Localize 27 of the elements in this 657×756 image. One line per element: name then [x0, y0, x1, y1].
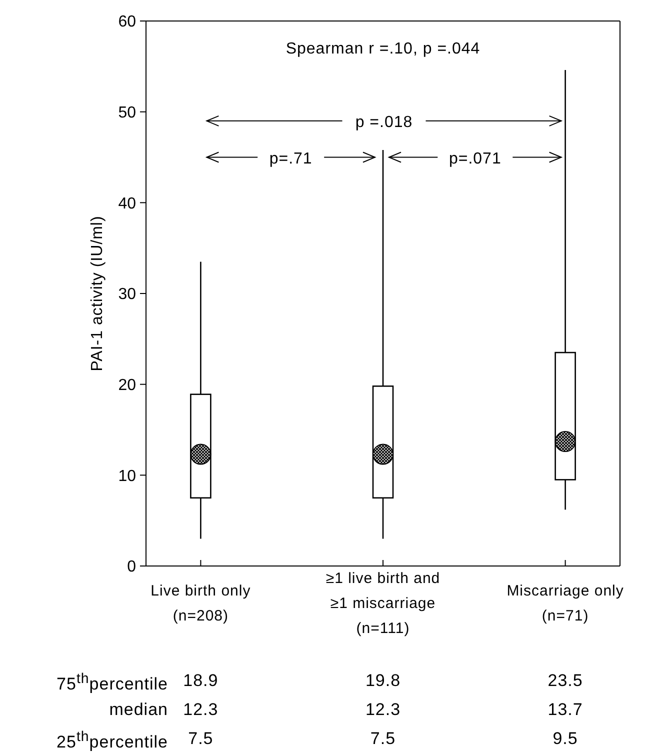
y-tick-label: 0: [127, 558, 136, 576]
y-tick-label: 30: [118, 286, 136, 304]
y-tick-label: 40: [118, 195, 136, 212]
annotation: p=.071: [448, 150, 502, 168]
y-axis-title: PAI-1 activity (IU/ml): [89, 216, 106, 372]
text: 7.5: [370, 729, 396, 748]
text: 12.3: [183, 700, 218, 719]
text: 13.7: [548, 700, 583, 719]
y-tick-label: 60: [118, 14, 136, 31]
y-tick-label: 50: [118, 104, 136, 122]
y-tick-label: 20: [118, 377, 136, 394]
annotation: Spearman r =.10, p =.044: [286, 40, 480, 58]
text: 18.9: [183, 671, 218, 690]
annotation: p=.71: [269, 150, 312, 168]
y-tick-label: 10: [118, 468, 136, 485]
text: 23.5: [548, 671, 583, 690]
text: 7.5: [188, 729, 214, 748]
x-tick-label: Live birth only (n=208): [150, 582, 251, 624]
x-tick-label: ≥1 live birth and ≥1 miscarriage (n=111): [326, 570, 440, 637]
text: 75$^{th}$percentile: [56, 671, 168, 695]
x-tick-label: Miscarriage only (n=71): [506, 582, 624, 624]
text: 9.5: [552, 729, 578, 748]
text: 25$^{th}$percentile: [56, 729, 168, 753]
text: 19.8: [365, 671, 401, 690]
annotation: p =.018: [355, 114, 413, 131]
text: 12.3: [365, 700, 401, 719]
text: median: [109, 700, 168, 720]
